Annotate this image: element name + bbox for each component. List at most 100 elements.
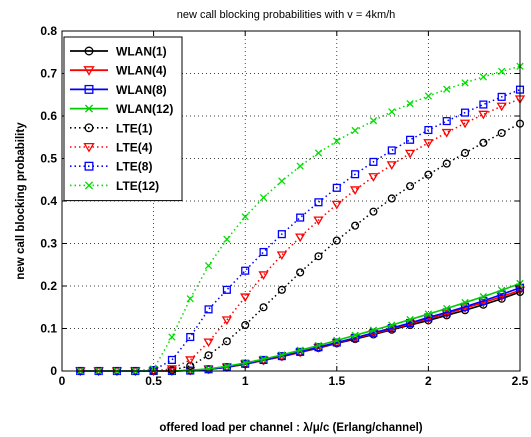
data-point — [296, 347, 305, 356]
data-point — [496, 292, 507, 302]
data-point — [240, 293, 251, 303]
data-point — [479, 73, 488, 81]
data-point — [258, 271, 269, 281]
x-tick-label: 2 — [425, 374, 432, 388]
data-point — [388, 108, 396, 116]
y-tick-label: 0.8 — [40, 24, 57, 38]
data-point — [277, 230, 286, 239]
data-point — [406, 182, 415, 191]
data-point — [368, 173, 379, 182]
y-tick-label: 0 — [50, 364, 57, 378]
data-point — [443, 85, 451, 93]
legend: WLAN(1) WLAN(4) WLAN(8) WLAN(12) LTE(1) LTE(4… — [63, 36, 183, 202]
data-point — [221, 316, 233, 326]
y-tick-label: 0.3 — [40, 237, 57, 251]
data-point — [204, 351, 213, 360]
data-point — [222, 337, 231, 346]
legend-label: LTE(4) — [116, 141, 152, 155]
data-point — [404, 149, 416, 159]
data-point — [478, 110, 489, 120]
x-tick-label: 0.5 — [145, 374, 162, 388]
data-point — [332, 183, 341, 192]
data-point — [387, 146, 396, 155]
legend-marker — [83, 142, 95, 153]
data-point — [204, 261, 213, 270]
data-point — [259, 247, 268, 257]
data-point — [166, 365, 178, 374]
data-point — [241, 359, 249, 367]
legend-entry: WLAN(4) — [70, 64, 167, 78]
data-point — [278, 177, 286, 185]
axis-ticks: 0 0.5 1 1.5 2 2.5 0 0.1 0.2 0.3 0.4 0.5 0.6 0.7 0.8 — [40, 24, 528, 388]
legend-entry: LTE(8) — [70, 160, 152, 174]
legend-entry: WLAN(8) — [70, 83, 167, 97]
data-point — [223, 235, 231, 243]
data-point — [460, 148, 470, 158]
data-point — [185, 356, 196, 366]
y-tick-label: 0.1 — [40, 322, 57, 336]
data-point — [406, 135, 415, 144]
y-tick-label: 0.5 — [40, 152, 57, 166]
data-point — [333, 137, 341, 145]
data-point — [223, 362, 231, 370]
legend-label: WLAN(1) — [116, 45, 167, 59]
data-point — [296, 162, 304, 170]
data-point — [186, 295, 194, 303]
data-point — [259, 193, 268, 202]
data-point — [314, 343, 323, 352]
data-point — [222, 285, 231, 294]
data-point — [497, 128, 506, 138]
legend-marker — [84, 181, 94, 190]
legend-entry: WLAN(12) — [70, 102, 173, 116]
data-point — [479, 292, 488, 301]
x-tick-label: 1.5 — [328, 374, 345, 388]
legend-entry: WLAN(1) — [70, 45, 167, 59]
data-point — [424, 310, 433, 318]
y-tick-label: 0.7 — [40, 67, 57, 81]
data-point — [241, 213, 249, 221]
y-tick-label: 0.6 — [40, 109, 57, 123]
data-point — [369, 207, 378, 216]
legend-marker — [84, 104, 94, 113]
data-point — [443, 304, 451, 313]
legend-entry: LTE(12) — [70, 179, 159, 193]
data-point — [167, 355, 176, 364]
data-point — [351, 126, 359, 135]
data-point — [423, 139, 434, 148]
data-point — [460, 108, 470, 117]
data-point — [332, 236, 341, 245]
data-point — [461, 298, 469, 307]
data-point — [441, 128, 452, 138]
legend-label: LTE(8) — [116, 160, 152, 174]
data-point — [497, 92, 506, 101]
data-point — [314, 252, 323, 261]
x-tick-label: 2.5 — [512, 374, 529, 388]
data-point — [351, 170, 360, 179]
data-point — [331, 200, 342, 210]
data-point — [406, 315, 414, 324]
data-point — [386, 161, 397, 170]
legend-label: WLAN(4) — [116, 64, 167, 78]
data-point — [459, 119, 471, 129]
data-point — [497, 294, 506, 303]
data-point — [442, 159, 451, 168]
data-point — [259, 303, 268, 312]
data-point — [498, 67, 506, 76]
data-point — [186, 332, 195, 342]
data-point — [388, 321, 396, 329]
legend-marker — [83, 66, 95, 76]
legend-label: WLAN(12) — [116, 102, 173, 116]
legend-marker — [84, 161, 94, 171]
data-point — [498, 286, 506, 294]
data-point — [459, 304, 471, 314]
legend-entry: LTE(4) — [70, 141, 152, 155]
data-point — [241, 266, 250, 275]
data-point — [441, 309, 452, 319]
legend-label: WLAN(8) — [116, 83, 167, 97]
x-axis-label: offered load per channel : λ/μ/c (Erlang… — [159, 422, 422, 434]
data-point — [277, 285, 286, 294]
legend-label: LTE(1) — [116, 121, 152, 135]
legend-entry: LTE(1) — [70, 121, 152, 135]
legend-marker — [84, 123, 94, 133]
